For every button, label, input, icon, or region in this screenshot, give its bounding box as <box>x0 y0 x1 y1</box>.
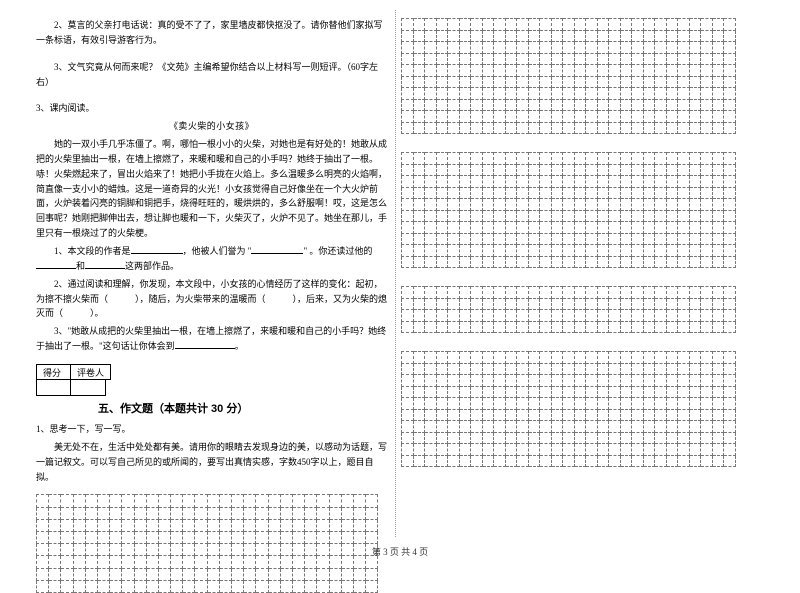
section-title: 五、作文题（本题共计 30 分） <box>98 400 387 418</box>
blank <box>131 246 183 254</box>
q1-part-a: 1、本文段的作者是 <box>54 246 131 256</box>
grader-blank <box>71 380 106 396</box>
question-2: 2、莫言的父亲打电话说：真的受不了了，家里墙皮都快抠没了。请你替他们家拟写一条标… <box>36 18 387 48</box>
story-paragraph: 她的一双小手几乎冻僵了。啊，哪怕一根小小的火柴，对她也是有好处的！她敢从成把的火… <box>36 137 387 241</box>
writing-grid-r4 <box>401 351 736 467</box>
q1-part-e: 这两部作品。 <box>125 261 179 271</box>
score-label: 得分 <box>36 364 71 380</box>
right-column <box>395 0 800 565</box>
grader-label: 评卷人 <box>71 364 111 380</box>
score-blank <box>36 380 71 396</box>
page-footer: 第 3 页 共 4 页 <box>0 545 800 558</box>
sub-question-2: 2、通过阅读和理解，你发现，本文段中，小女孩的心情经历了这样的变化：起初，为擦不… <box>36 277 387 322</box>
blank <box>85 261 125 269</box>
question-3: 3、文气究竟从何而来呢？《文苑》主编希望你结合以上材料写一则短评。（60字左右） <box>36 60 387 90</box>
column-divider <box>395 10 396 537</box>
writing-grid-r3 <box>401 286 736 333</box>
blank <box>251 246 303 254</box>
writing-grid-r1 <box>401 18 736 134</box>
essay-prompt-1: 1、思考一下，写一写。 <box>36 422 387 437</box>
sub-question-1: 1、本文段的作者是 ，他被人们誉为 " " 。你还读过他的和 这两部作品。 <box>36 244 387 274</box>
q1-part-d: 和 <box>76 261 85 271</box>
left-column: 2、莫言的父亲打电话说：真的受不了了，家里墙皮都快抠没了。请你替他们家拟写一条标… <box>0 0 395 565</box>
blank <box>175 341 235 349</box>
reading-header: 3、课内阅读。 <box>36 101 387 116</box>
q3-end: 。 <box>235 341 244 351</box>
q1-part-b: ，他被人们誉为 " <box>183 246 252 256</box>
essay-prompt-2: 美无处不在，生活中处处都有美。请用你的眼睛去发现身边的美，以感动为话题，写一篇记… <box>36 440 387 485</box>
sub-question-3: 3、"她敢从成把的火柴里抽出一根，在墙上擦燃了，来暖和暖和自己的小手吗？她终于抽… <box>36 324 387 354</box>
writing-grid-left <box>36 494 378 593</box>
story-title: 《卖火柴的小女孩》 <box>36 119 387 134</box>
q1-part-c: " 。你还读过他的 <box>303 246 372 256</box>
score-box: 得分 评卷人 <box>36 364 387 380</box>
blank <box>36 261 76 269</box>
writing-grid-r2 <box>401 152 736 268</box>
